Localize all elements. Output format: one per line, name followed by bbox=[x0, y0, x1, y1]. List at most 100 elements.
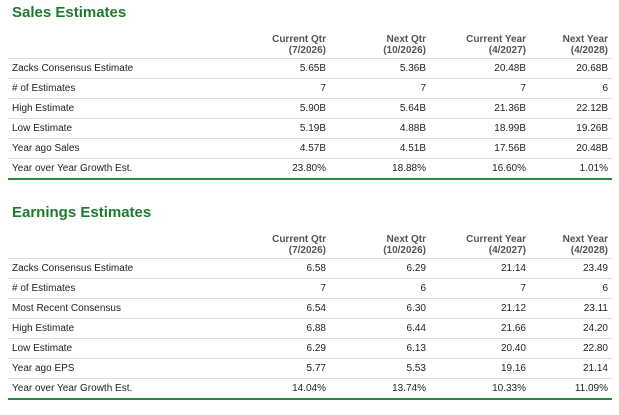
row-value: 7 bbox=[230, 278, 330, 299]
row-value: 20.48B bbox=[430, 58, 530, 79]
row-label: High Estimate bbox=[8, 318, 230, 339]
row-value: 6.54 bbox=[230, 298, 330, 319]
row-value: 10.33% bbox=[430, 378, 530, 398]
sales-estimates-table: Current Qtr (7/2026) Next Qtr (10/2026) … bbox=[8, 26, 612, 178]
section-divider bbox=[8, 398, 612, 400]
column-name: Current Year bbox=[466, 34, 526, 45]
sales-estimates-title: Sales Estimates bbox=[12, 4, 127, 21]
column-period: (4/2027) bbox=[488, 245, 526, 256]
column-period: (10/2026) bbox=[383, 245, 426, 256]
row-value: 5.65B bbox=[230, 58, 330, 79]
row-value: 18.88% bbox=[330, 158, 430, 178]
earnings-column-header: Current Year (4/2027) bbox=[430, 226, 530, 259]
column-period: (4/2028) bbox=[570, 245, 608, 256]
row-value: 23.80% bbox=[230, 158, 330, 178]
row-value: 19.16 bbox=[430, 358, 530, 379]
row-label: High Estimate bbox=[8, 98, 230, 119]
earnings-column-header: Current Qtr (7/2026) bbox=[230, 226, 330, 259]
table-row: Most Recent Consensus 6.54 6.30 21.12 23… bbox=[8, 298, 612, 319]
row-value: 11.09% bbox=[530, 378, 612, 398]
row-value: 19.26B bbox=[530, 118, 612, 139]
earnings-estimates-table: Current Qtr (7/2026) Next Qtr (10/2026) … bbox=[8, 226, 612, 398]
row-label: Low Estimate bbox=[8, 338, 230, 359]
row-value: 22.12B bbox=[530, 98, 612, 119]
row-value: 20.48B bbox=[530, 138, 612, 159]
earnings-header-label-spacer bbox=[8, 226, 230, 259]
row-value: 5.36B bbox=[330, 58, 430, 79]
table-row: Low Estimate 6.29 6.13 20.40 22.80 bbox=[8, 338, 612, 359]
row-value: 21.66 bbox=[430, 318, 530, 339]
row-value: 24.20 bbox=[530, 318, 612, 339]
row-label: Low Estimate bbox=[8, 118, 230, 139]
row-value: 6 bbox=[530, 278, 612, 299]
row-value: 6.29 bbox=[330, 258, 430, 279]
column-period: (7/2026) bbox=[288, 45, 326, 56]
sales-header-row: Current Qtr (7/2026) Next Qtr (10/2026) … bbox=[8, 26, 612, 59]
earnings-column-header: Next Qtr (10/2026) bbox=[330, 226, 430, 259]
row-value: 6.88 bbox=[230, 318, 330, 339]
row-value: 7 bbox=[230, 78, 330, 99]
row-label: # of Estimates bbox=[8, 278, 230, 299]
row-value: 21.14 bbox=[430, 258, 530, 279]
row-value: 5.90B bbox=[230, 98, 330, 119]
sales-estimates-panel: Sales Estimates Current Qtr (7/2026) Nex… bbox=[8, 0, 612, 180]
table-row: Zacks Consensus Estimate 5.65B 5.36B 20.… bbox=[8, 58, 612, 79]
row-value: 16.60% bbox=[430, 158, 530, 178]
table-row: Year over Year Growth Est. 23.80% 18.88%… bbox=[8, 158, 612, 178]
row-value: 4.57B bbox=[230, 138, 330, 159]
column-name: Next Year bbox=[562, 234, 608, 245]
table-row: # of Estimates 7 6 7 6 bbox=[8, 278, 612, 299]
table-row: # of Estimates 7 7 7 6 bbox=[8, 78, 612, 99]
earnings-header-row: Current Qtr (7/2026) Next Qtr (10/2026) … bbox=[8, 226, 612, 259]
column-period: (4/2028) bbox=[570, 45, 608, 56]
row-value: 17.56B bbox=[430, 138, 530, 159]
row-value: 6.13 bbox=[330, 338, 430, 359]
earnings-estimates-panel: Earnings Estimates Current Qtr (7/2026) … bbox=[8, 200, 612, 400]
row-label: Zacks Consensus Estimate bbox=[8, 58, 230, 79]
column-period: (4/2027) bbox=[488, 45, 526, 56]
row-value: 4.51B bbox=[330, 138, 430, 159]
column-name: Next Year bbox=[562, 34, 608, 45]
row-value: 4.88B bbox=[330, 118, 430, 139]
sales-column-header: Current Year (4/2027) bbox=[430, 26, 530, 59]
row-value: 5.77 bbox=[230, 358, 330, 379]
table-row: High Estimate 5.90B 5.64B 21.36B 22.12B bbox=[8, 98, 612, 119]
row-value: 5.64B bbox=[330, 98, 430, 119]
row-label: Zacks Consensus Estimate bbox=[8, 258, 230, 279]
sales-column-header: Next Year (4/2028) bbox=[530, 26, 612, 59]
table-row: Zacks Consensus Estimate 6.58 6.29 21.14… bbox=[8, 258, 612, 279]
row-value: 7 bbox=[430, 278, 530, 299]
row-value: 6.44 bbox=[330, 318, 430, 339]
row-value: 7 bbox=[430, 78, 530, 99]
row-value: 23.49 bbox=[530, 258, 612, 279]
column-name: Next Qtr bbox=[386, 34, 426, 45]
row-label: Year ago Sales bbox=[8, 138, 230, 159]
row-value: 6.30 bbox=[330, 298, 430, 319]
table-row: Year ago EPS 5.77 5.53 19.16 21.14 bbox=[8, 358, 612, 379]
column-name: Current Qtr bbox=[272, 234, 326, 245]
column-name: Next Qtr bbox=[386, 234, 426, 245]
row-value: 6 bbox=[530, 78, 612, 99]
section-divider bbox=[8, 178, 612, 180]
sales-column-header: Next Qtr (10/2026) bbox=[330, 26, 430, 59]
row-value: 7 bbox=[330, 78, 430, 99]
row-value: 23.11 bbox=[530, 298, 612, 319]
row-value: 5.53 bbox=[330, 358, 430, 379]
column-name: Current Qtr bbox=[272, 34, 326, 45]
row-label: Year ago EPS bbox=[8, 358, 230, 379]
column-period: (10/2026) bbox=[383, 45, 426, 56]
column-name: Current Year bbox=[466, 234, 526, 245]
row-value: 6.29 bbox=[230, 338, 330, 359]
row-value: 20.68B bbox=[530, 58, 612, 79]
table-row: Low Estimate 5.19B 4.88B 18.99B 19.26B bbox=[8, 118, 612, 139]
row-value: 14.04% bbox=[230, 378, 330, 398]
row-value: 6.58 bbox=[230, 258, 330, 279]
row-label: # of Estimates bbox=[8, 78, 230, 99]
table-row: High Estimate 6.88 6.44 21.66 24.20 bbox=[8, 318, 612, 339]
row-label: Year over Year Growth Est. bbox=[8, 378, 230, 398]
row-value: 1.01% bbox=[530, 158, 612, 178]
column-period: (7/2026) bbox=[288, 245, 326, 256]
row-value: 18.99B bbox=[430, 118, 530, 139]
sales-header-label-spacer bbox=[8, 26, 230, 59]
sales-column-header: Current Qtr (7/2026) bbox=[230, 26, 330, 59]
